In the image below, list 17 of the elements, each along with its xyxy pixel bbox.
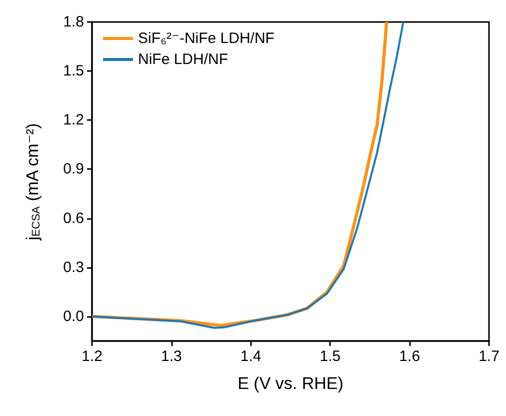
y-tick-label: 0.6 (63, 210, 84, 227)
y-tick-label: 1.8 (63, 14, 84, 30)
x-axis-title: E (V vs. RHE) (238, 374, 344, 393)
x-tick-label: 1.5 (320, 348, 341, 365)
y-tick-label: 1.5 (63, 62, 84, 80)
y-tick-label: 0.0 (63, 308, 84, 325)
x-tick-label: 1.3 (160, 348, 182, 365)
x-tick-label: 1.7 (478, 348, 500, 365)
x-tick-label: 1.2 (82, 348, 102, 365)
y-tick-label: 1.2 (63, 112, 84, 129)
y-tick-label: 0.9 (63, 160, 84, 178)
legend-label: SiF₆²⁻-NiFe LDH/NF (138, 30, 274, 47)
x-tick-label: 1.6 (399, 348, 420, 365)
y-axis-title: jECSA (mA cm⁻²) (22, 123, 42, 242)
y-tick-label: 0.3 (63, 258, 84, 276)
legend-label: NiFe LDH/NF (138, 51, 228, 68)
x-tick-label: 1.4 (240, 348, 262, 365)
